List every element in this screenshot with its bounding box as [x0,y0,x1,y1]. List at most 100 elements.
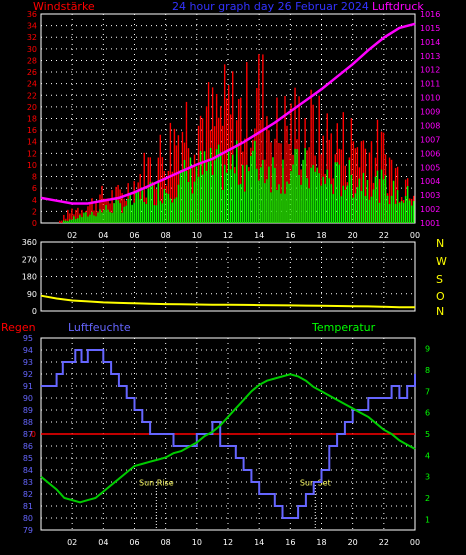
pressure-tick-label: 1007 [420,135,440,144]
wind-avg-bar [264,183,266,223]
wind-gust-bar [326,113,328,223]
wind-avg-bar [338,164,340,223]
wind-gust-bar [360,141,363,223]
wind-gust-bar [59,220,61,223]
wind-avg-bar [314,171,316,223]
wind-avg-bar [107,209,109,223]
humidity-tick-label: 84 [23,466,33,475]
wind-avg-bar [153,205,156,223]
humidity-tick-label: 80 [23,514,33,523]
wind-gust-bar [61,220,63,223]
wind-avg-bar [125,205,127,223]
wind-gust-bar [350,118,353,223]
wind-avg-bar [298,175,300,223]
wind-avg-bar [197,176,200,223]
temperature-tick-label: 1 [425,515,430,524]
wind-avg-bar [143,202,145,223]
wind-gust-bar [175,145,178,223]
wind-avg-bar [137,191,139,223]
wind-gust-bar [153,184,156,223]
wind-avg-bar [366,179,369,223]
temperature-tick-label: 9 [425,345,430,354]
compass-label: W [436,255,447,268]
wind-tick-label: 2 [32,207,37,216]
wind-avg-bar [185,170,188,223]
hour-tick-label: 18 [316,231,326,240]
wind-avg-bar [91,211,93,223]
wind-avg-bar [147,188,149,223]
wind-gust-bar [223,64,226,223]
wind-gust-bar [71,208,73,223]
wind-avg-bar [232,154,234,223]
wind-avg-bar [115,199,117,223]
wind-avg-bar [326,169,328,223]
wind-avg-bar [312,164,314,223]
rain-label: Regen [1,321,36,334]
pressure-tick-label: 1006 [420,149,440,158]
wind-avg-bar [73,216,75,223]
pressure-tick-label: 1001 [420,219,440,228]
wind-avg-bar [240,183,242,223]
pressure-tick-label: 1015 [420,24,440,33]
wind-avg-bar [139,199,141,223]
wind-avg-bar [406,186,409,223]
wind-direction-grid [41,242,415,311]
wind-avg-bar [119,203,121,223]
wind-tick-label: 30 [27,45,37,54]
hour-tick-label: 22 [379,538,389,547]
humidity-tick-label: 82 [23,490,33,499]
hour-tick-label: 08 [161,231,171,240]
wind-gust-bar [81,209,83,223]
wind-gust-bar [298,96,300,223]
wind-avg-bar [370,196,373,223]
wind-avg-bar [390,195,393,223]
wind-avg-bar [344,189,347,223]
wind-avg-bar [332,194,334,223]
wind-tick-label: 36 [27,10,37,19]
wind-avg-bar [382,179,385,223]
wind-avg-bar [402,202,405,223]
hour-tick-label: 06 [129,538,139,547]
wind-avg-bar [412,201,415,223]
hour-tick-label: 12 [223,231,233,240]
humidity-line [41,349,416,519]
hour-tick-label: 02 [67,538,77,547]
wind-gust-bar [169,122,172,223]
wind-avg-bar [376,170,379,223]
wind-tick-label: 8 [32,173,37,182]
wind-avg-bar [177,184,180,223]
wind-gust-bar [284,95,286,223]
hour-tick-label: 08 [161,538,171,547]
wind-tick-label: 0 [32,219,37,228]
wind-tick-label: 24 [27,80,37,89]
wind-gust-bar [388,157,391,223]
wind-tick-label: 32 [27,33,37,42]
wind-avg-bar [246,164,248,223]
humidity-tick-label: 86 [23,442,33,451]
wind-gust-bar [139,174,141,223]
wind-gust-bar [276,97,278,223]
wind-avg-bar [276,190,278,223]
wind-avg-bar [356,187,359,223]
wind-avg-bar [354,193,357,223]
wind-avg-bar [111,212,113,223]
hour-tick-label: 10 [192,538,202,547]
wind-tick-label: 28 [27,56,37,65]
wind-avg-bar [155,205,158,223]
wind-avg-bar [238,184,240,223]
wind-avg-bar [308,188,310,223]
wind-avg-bar [242,164,244,223]
wind-avg-bar [133,202,135,223]
wind-gust-bar [211,87,214,224]
temperature-tick-label: 2 [425,494,430,503]
pressure-tick-label: 1014 [420,38,440,47]
wind-avg-bar [388,204,391,223]
wind-avg-bar [346,185,349,223]
wind-avg-bar [135,190,137,223]
wind-avg-bar [268,166,270,223]
wind-avg-bar [103,209,105,223]
wind-avg-bar [408,200,411,223]
wind-avg-bar [270,192,272,223]
wind-avg-bar [183,160,186,223]
